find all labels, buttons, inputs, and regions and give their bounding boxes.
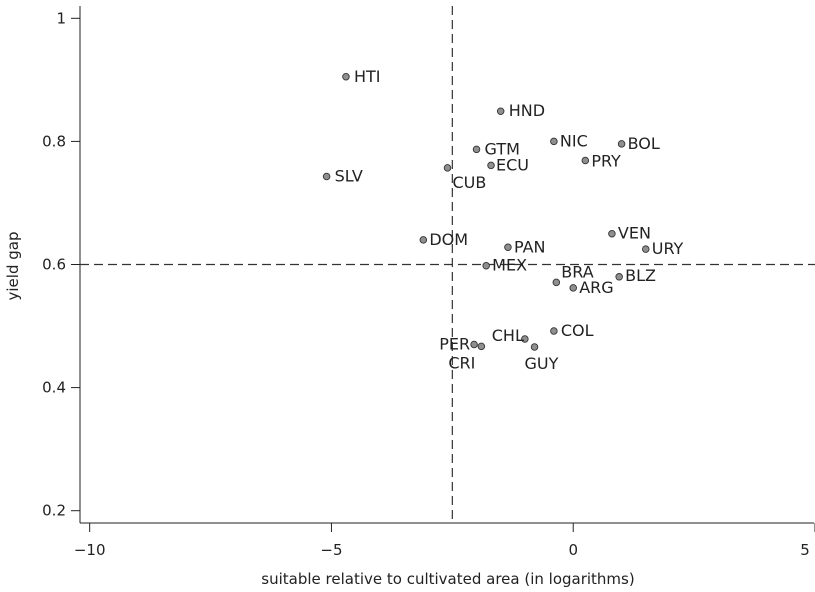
data-points: HTI HND NIC BOL GTM PRY ECU CUB SLV VEN DOM PAN URY M… — [322, 67, 684, 373]
y-tick-label: 0.6 — [42, 256, 66, 274]
point-marker — [504, 243, 512, 252]
point-label: GTM — [485, 139, 520, 158]
point-marker — [552, 278, 561, 287]
point-marker — [521, 335, 529, 343]
y-tick-label: 0.4 — [42, 379, 66, 397]
data-point-col: COL — [550, 321, 594, 340]
data-point-per: PER — [439, 335, 478, 354]
point-label: BOL — [628, 134, 660, 153]
point-marker — [550, 137, 558, 146]
point-label: HTI — [354, 67, 381, 86]
point-label: MEX — [492, 256, 527, 275]
y-axis-title: yield gap — [4, 232, 22, 301]
data-point-cri: CRI — [448, 342, 486, 372]
point-marker — [487, 161, 495, 170]
point-label: ARG — [579, 278, 613, 297]
x-axis-title: suitable relative to cultivated area (in… — [261, 570, 634, 588]
point-label: BLZ — [625, 266, 656, 285]
point-marker — [617, 140, 626, 148]
data-point-slv: SLV — [322, 166, 363, 185]
point-marker — [569, 284, 577, 292]
point-marker — [496, 107, 505, 115]
point-marker — [472, 145, 481, 154]
data-point-bra: BRA — [552, 262, 594, 287]
x-tick-label: 0 — [568, 541, 578, 559]
x-tick-label: −5 — [320, 541, 342, 559]
point-label: VEN — [618, 224, 651, 243]
data-point-guy: GUY — [525, 343, 559, 373]
point-label: HND — [509, 101, 545, 120]
data-point-hnd: HND — [496, 101, 545, 120]
data-point-pan: PAN — [504, 237, 546, 256]
data-point-ecu: ECU — [487, 155, 529, 174]
point-label: DOM — [429, 230, 468, 249]
point-marker — [477, 342, 486, 351]
point-marker — [342, 73, 350, 81]
point-marker — [608, 229, 616, 238]
point-marker — [530, 343, 539, 351]
point-label: URY — [652, 239, 684, 258]
point-label: CUB — [453, 173, 487, 192]
point-label: PAN — [514, 237, 546, 256]
point-marker — [642, 245, 650, 253]
y-tick-label: 0.2 — [42, 502, 66, 520]
data-point-cub: CUB — [443, 164, 487, 192]
data-point-chl: CHL — [492, 326, 529, 345]
data-point-dom: DOM — [419, 230, 468, 249]
data-point-nic: NIC — [550, 131, 588, 150]
point-label: SLV — [335, 166, 363, 185]
point-label: NIC — [560, 131, 588, 150]
point-marker — [581, 156, 590, 165]
axes: −10 −5 0 5 0.2 0.4 0.6 0.8 1 — [42, 6, 815, 559]
data-point-bol: BOL — [617, 134, 660, 153]
data-point-pry: PRY — [581, 151, 621, 170]
x-tick-label: 5 — [800, 541, 810, 559]
point-label: ECU — [496, 155, 529, 174]
y-tick-label: 0.8 — [42, 132, 66, 150]
point-marker — [322, 172, 331, 181]
point-marker — [443, 164, 452, 172]
data-point-arg: ARG — [569, 278, 614, 297]
reference-lines — [80, 6, 815, 523]
point-label: CRI — [448, 353, 475, 372]
point-label: PER — [439, 335, 470, 354]
data-point-ury: URY — [642, 239, 684, 258]
point-label: BRA — [561, 262, 593, 281]
data-point-ven: VEN — [608, 224, 651, 243]
point-label: CHL — [492, 326, 524, 345]
data-point-blz: BLZ — [615, 266, 656, 285]
data-point-gtm: GTM — [472, 139, 520, 158]
point-marker — [482, 261, 490, 270]
point-marker — [419, 236, 428, 244]
point-label: PRY — [591, 151, 621, 170]
data-point-hti: HTI — [342, 67, 381, 86]
point-label: COL — [561, 321, 594, 340]
point-marker — [615, 273, 623, 281]
y-tick-label: 1 — [56, 9, 66, 27]
point-marker — [470, 340, 478, 349]
point-marker — [550, 327, 558, 335]
point-label: GUY — [525, 354, 559, 373]
x-tick-label: −10 — [74, 541, 106, 559]
data-point-mex: MEX — [482, 256, 527, 275]
